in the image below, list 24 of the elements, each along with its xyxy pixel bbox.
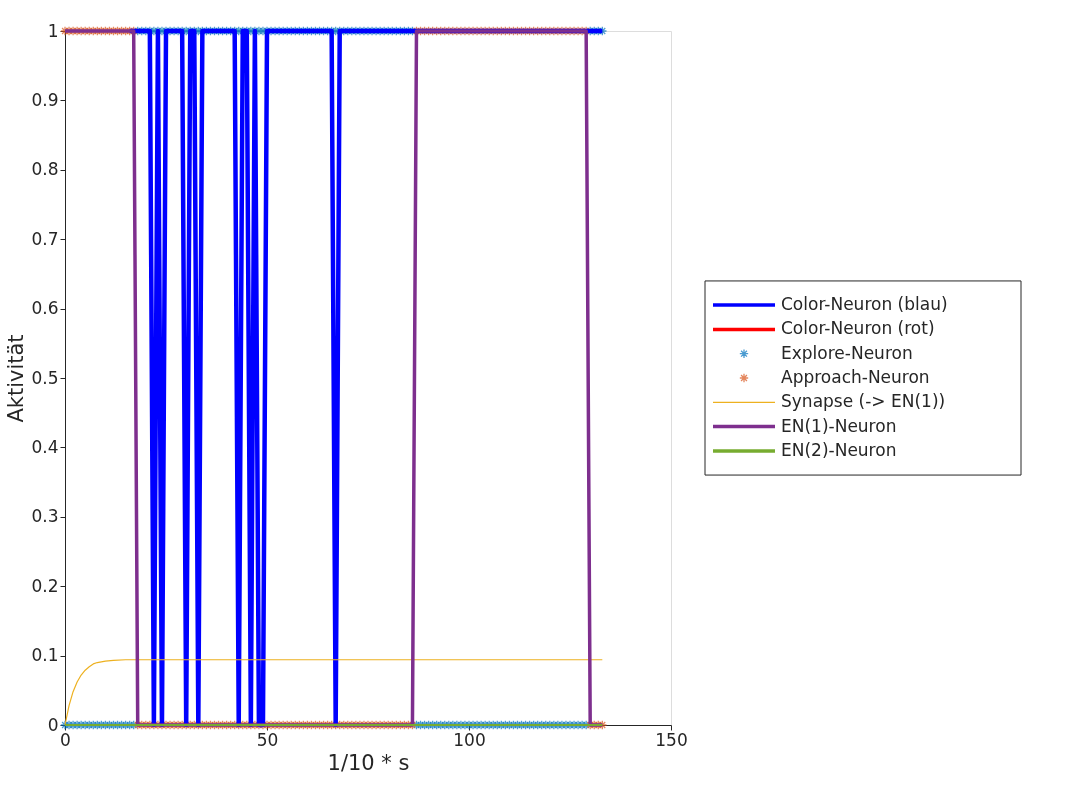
x-tick-label: 50 <box>256 729 279 750</box>
y-tick-label: 0.3 <box>31 506 59 527</box>
x-tick-label: 150 <box>655 729 688 750</box>
y-tick-label: 1 <box>47 20 59 41</box>
y-tick-label: 0.4 <box>31 436 59 457</box>
x-axis-title: 1/10 * s <box>327 750 410 775</box>
y-tick-label: 0.6 <box>31 298 59 319</box>
y-tick-label: 0.8 <box>31 159 59 180</box>
y-axis-title: Aktivität <box>4 334 29 423</box>
line-series <box>64 659 603 726</box>
legend-label: Explore-Neuron <box>781 342 913 363</box>
y-tick-label: 0.2 <box>31 575 59 596</box>
legend-label: Synapse (-> EN(1)) <box>781 391 946 412</box>
legend-label: Approach-Neuron <box>781 367 930 387</box>
y-tick-label: 0.9 <box>31 89 59 110</box>
y-tick-label: 0.1 <box>31 645 59 666</box>
y-tick-label: 0.7 <box>31 228 59 249</box>
legend-label: Color-Neuron (rot) <box>781 318 935 339</box>
x-tick-label: 100 <box>453 729 486 750</box>
y-tick-label: 0.5 <box>31 367 59 388</box>
legend-label: Color-Neuron (blau) <box>781 294 948 315</box>
legend-label: EN(2)-Neuron <box>781 439 897 460</box>
y-tick-label: 0 <box>47 714 59 735</box>
legend-label: EN(1)-Neuron <box>781 415 897 436</box>
